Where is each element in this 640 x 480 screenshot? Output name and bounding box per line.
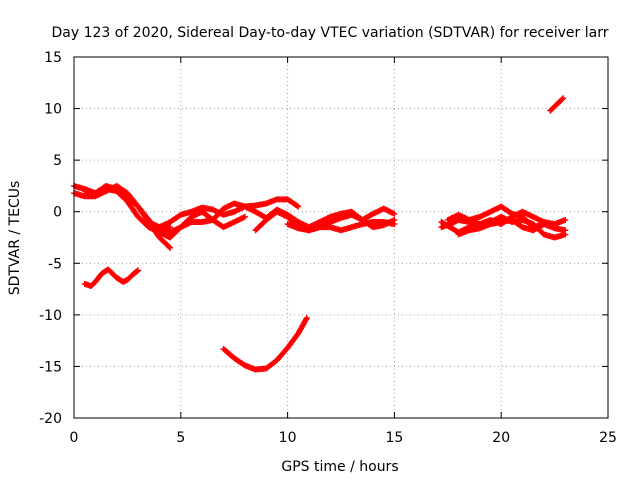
x-tick-label: 10 — [279, 430, 297, 446]
y-tick-label: -10 — [39, 308, 62, 324]
series-arc-9 — [81, 266, 142, 289]
data-point — [540, 221, 547, 228]
data-point — [303, 314, 310, 321]
y-axis-label: SDTVAR / TECUs — [7, 181, 23, 296]
x-tick-label: 20 — [492, 430, 510, 446]
data-point — [560, 95, 567, 102]
y-tick-label: -15 — [39, 359, 62, 375]
series-arc-14 — [455, 216, 547, 238]
data-point — [294, 202, 301, 209]
axis-ticks: 0 5 10 15 20 25 -20 -15 -10 -5 0 5 10 15 — [39, 50, 617, 446]
y-tick-label: 10 — [44, 102, 62, 118]
y-tick-label: -20 — [39, 411, 62, 427]
data-point — [391, 216, 398, 223]
data-point — [241, 213, 248, 220]
series-arc-10 — [220, 314, 310, 373]
data-point — [295, 203, 302, 210]
data-point — [134, 268, 141, 275]
y-tick-label: 0 — [53, 205, 62, 221]
x-tick-label: 25 — [599, 430, 617, 446]
chart-title: Day 123 of 2020, Sidereal Day-to-day VTE… — [52, 25, 609, 41]
data-point — [167, 244, 174, 251]
x-tick-label: 5 — [176, 430, 185, 446]
data-point — [559, 96, 566, 103]
x-tick-label: 15 — [385, 430, 403, 446]
y-tick-label: -5 — [48, 256, 62, 272]
data-point — [167, 224, 174, 231]
data-point — [166, 243, 173, 250]
data-point — [391, 210, 398, 217]
data-point — [303, 316, 310, 323]
x-axis-label: GPS time / hours — [281, 459, 398, 475]
series-arc-15 — [547, 95, 567, 114]
y-tick-label: 15 — [44, 50, 62, 66]
data-point — [562, 227, 569, 234]
y-tick-label: 5 — [53, 153, 62, 169]
data-point — [562, 216, 569, 223]
plot-frame — [73, 56, 609, 419]
data-points — [71, 95, 569, 373]
x-tick-label: 0 — [70, 430, 79, 446]
grid-lines — [74, 57, 608, 418]
data-point — [135, 267, 142, 274]
series-arc-8 — [295, 208, 398, 231]
